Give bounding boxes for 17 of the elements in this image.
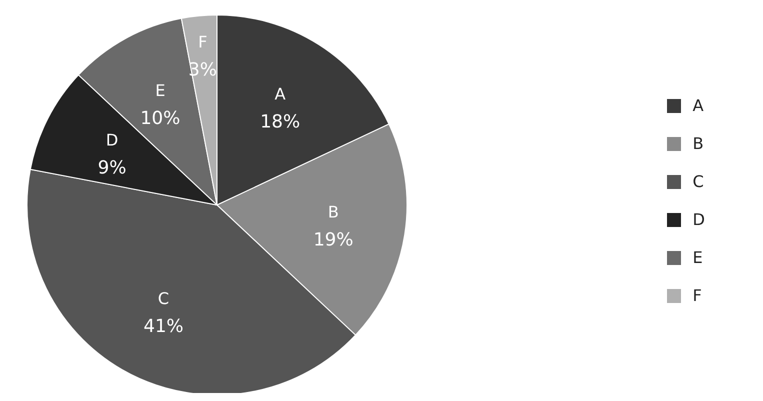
data-label: 10% — [140, 108, 180, 129]
legend-label: A — [692, 96, 704, 114]
data-label: 41% — [144, 316, 184, 337]
data-label: 18% — [260, 112, 300, 133]
legend-label: F — [692, 286, 702, 304]
slice-label: A — [274, 84, 286, 104]
legend-label: D — [692, 210, 705, 228]
slice-label: C — [158, 288, 170, 308]
data-label: 9% — [98, 158, 126, 179]
slice-label: F — [198, 32, 208, 52]
slice-label: B — [328, 202, 339, 222]
slice-label: D — [106, 130, 118, 150]
data-label: 19% — [313, 229, 354, 250]
slice-label: E — [155, 80, 166, 100]
legend-label: B — [692, 134, 704, 152]
legend-label: E — [692, 248, 703, 266]
legend-label: C — [692, 172, 704, 190]
